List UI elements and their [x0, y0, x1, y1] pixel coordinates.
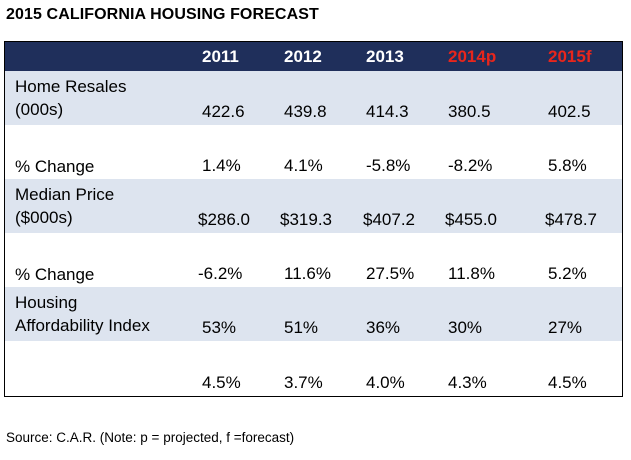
table-row-affordability: Housing Affordability Index 53% 51% 36% … [5, 287, 622, 341]
table-cell: $407.2 [363, 210, 415, 229]
source-note: Source: C.A.R. (Note: p = projected, f =… [6, 430, 295, 445]
table-cell: 36% [366, 318, 401, 337]
table-cell: -6.2% [198, 264, 243, 283]
table-row-resales-change: % Change 1.4% 4.1% -5.8% -8.2% 5.8% [5, 125, 622, 179]
table-cell: 402.5 [548, 102, 591, 121]
table-cell: 51% [284, 318, 319, 337]
row-label-home-resales: Home Resales (000s) [15, 75, 127, 121]
table-cell: $478.7 [545, 210, 597, 229]
row-label-affordability: Housing Affordability Index [15, 291, 150, 337]
table-title: 2015 CALIFORNIA HOUSING FORECAST [6, 6, 319, 23]
row-label-line: (000s) [15, 100, 64, 119]
table-cell: -5.8% [366, 156, 411, 175]
table-cell: 27% [548, 318, 583, 337]
row-label-line: Home Resales [15, 77, 127, 96]
row-label-line: Median Price [15, 185, 115, 204]
table-cell: 439.8 [284, 102, 327, 121]
housing-forecast-table: 2011 2012 2013 2014p 2015f Home Resales … [4, 41, 623, 397]
row-label-line: Housing [15, 293, 78, 312]
table-cell: 5.8% [548, 156, 587, 175]
table-row-home-resales: Home Resales (000s) 422.6 439.8 414.3 38… [5, 71, 622, 125]
column-header-2015f: 2015f [548, 47, 592, 66]
table-cell: 5.2% [548, 264, 587, 283]
table-cell: 11.8% [448, 264, 495, 283]
table-cell: 422.6 [202, 102, 245, 121]
header-row: 2011 2012 2013 2014p 2015f [5, 42, 622, 71]
table-cell: $455.0 [445, 210, 497, 229]
table-cell: 11.6% [284, 264, 331, 283]
table-cell: 414.3 [366, 102, 409, 121]
table-cell: $319.3 [280, 210, 332, 229]
table-cell: 1.4% [202, 156, 241, 175]
table-cell: 53% [202, 318, 237, 337]
table-cell: 30% [448, 318, 483, 337]
column-header-2011: 2011 [202, 47, 239, 66]
row-label-line: % Change [15, 157, 95, 176]
table-row-unlabeled: 4.5% 3.7% 4.0% 4.3% 4.5% [5, 341, 622, 396]
table-cell: -8.2% [448, 156, 493, 175]
row-label-price-change: % Change [15, 263, 94, 286]
column-header-2012: 2012 [284, 47, 322, 66]
table-cell: 4.3% [448, 373, 487, 392]
table-cell: 380.5 [448, 102, 491, 121]
table-cell: 4.1% [284, 156, 323, 175]
table-row-median-price: Median Price ($000s) $286.0 $319.3 $407.… [5, 179, 622, 233]
row-label-line: Affordability Index [15, 316, 150, 335]
table-cell: 4.0% [366, 373, 405, 392]
row-label-line: ($000s) [15, 208, 73, 227]
table-row-price-change: % Change -6.2% 11.6% 27.5% 11.8% 5.2% [5, 233, 622, 287]
table-cell: $286.0 [198, 210, 250, 229]
row-label-line: % Change [15, 265, 95, 284]
table-cell: 4.5% [548, 373, 587, 392]
row-label-resales-change: % Change [15, 155, 94, 178]
column-header-2014p: 2014p [448, 47, 497, 66]
row-label-median-price: Median Price ($000s) [15, 183, 114, 229]
table-cell: 4.5% [202, 373, 241, 392]
table-cell: 3.7% [284, 373, 323, 392]
column-header-2013: 2013 [366, 47, 404, 66]
table-cell: 27.5% [366, 264, 415, 283]
